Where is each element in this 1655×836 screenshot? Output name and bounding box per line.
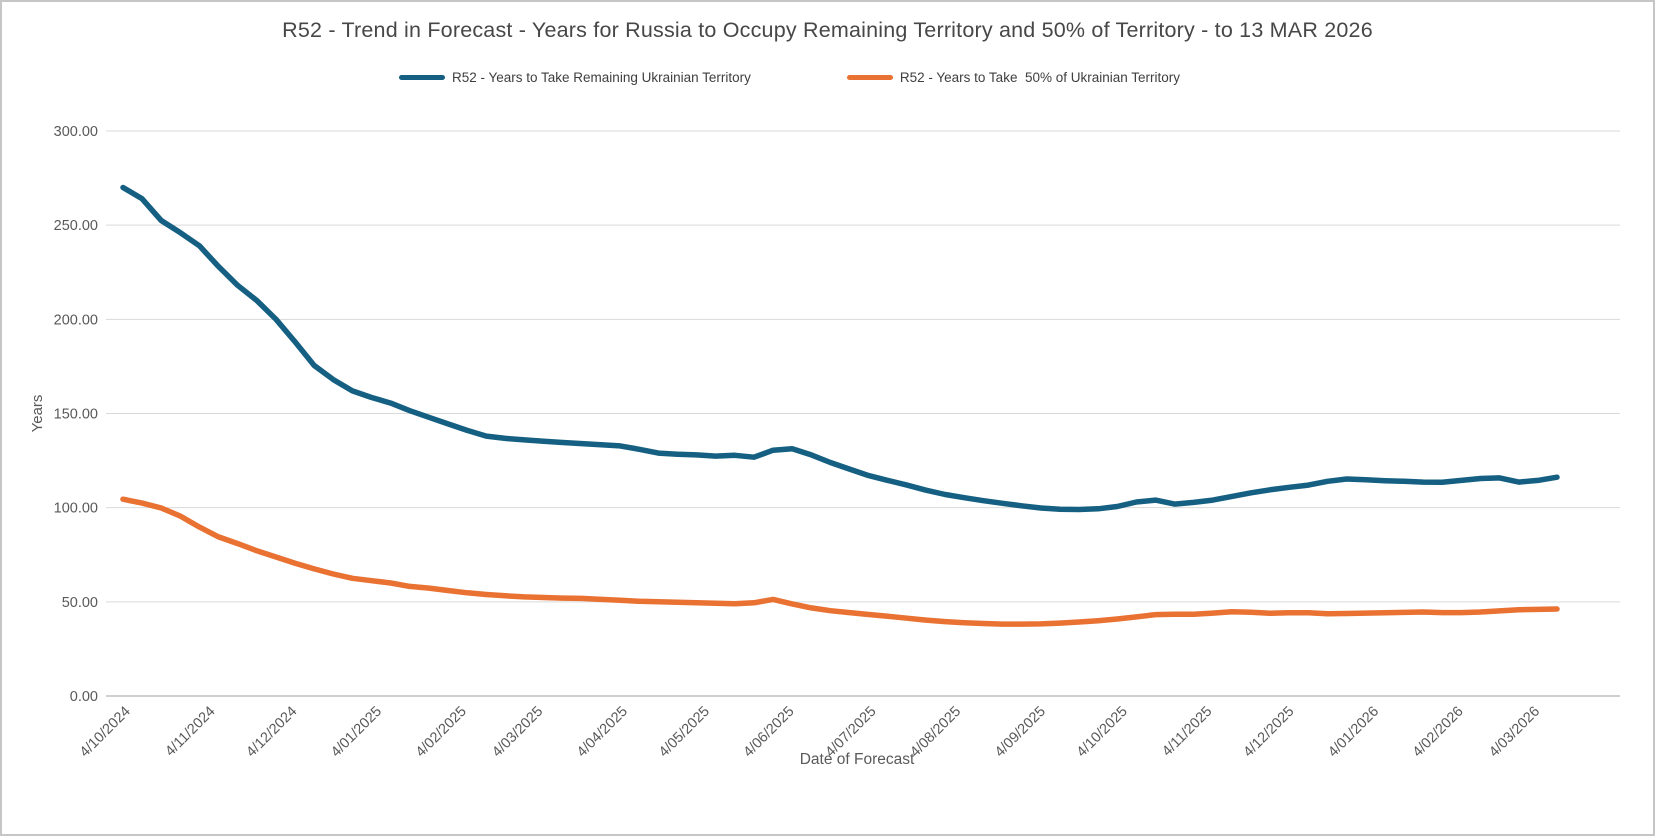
y-tick-label: 100.00 xyxy=(54,501,98,517)
y-tick-label: 200.00 xyxy=(54,312,98,328)
x-tick-label: 4/02/2026 xyxy=(1410,704,1467,761)
x-tick-label: 4/01/2025 xyxy=(328,704,385,761)
y-tick-label: 300.00 xyxy=(54,124,98,140)
gridlines xyxy=(106,130,1620,697)
legend-label: R52 - Years to Take 50% of Ukrainian Ter… xyxy=(899,70,1181,85)
legend-line-swatch-orange xyxy=(846,75,893,80)
x-tick-label: 4/11/2024 xyxy=(162,704,218,760)
x-tick-label: 4/01/2026 xyxy=(1325,704,1382,761)
y-axis-tick-labels: 0.00 50.00 100.00 150.00 200.00 250.00 300.00 xyxy=(54,124,98,705)
chart-title: R52 - Trend in Forecast - Years for Russ… xyxy=(282,18,1373,42)
legend-label: R52 - Years to Take Remaining Ukrainian … xyxy=(451,70,751,85)
x-tick-label: 4/04/2025 xyxy=(574,704,631,761)
y-axis-title: Years xyxy=(29,395,46,433)
series-line-50pct-territory xyxy=(120,496,1560,627)
legend-item-50pct-territory: R52 - Years to Take 50% of Ukrainian Ter… xyxy=(846,70,1181,85)
legend-line-swatch-blue xyxy=(398,75,445,80)
x-tick-label: 4/09/2025 xyxy=(992,704,1049,761)
legend-item-remaining-territory: R52 - Years to Take Remaining Ukrainian … xyxy=(398,70,751,85)
x-tick-label: 4/08/2025 xyxy=(907,704,964,761)
x-tick-label: 4/12/2024 xyxy=(243,704,300,761)
x-tick-label: 4/10/2024 xyxy=(77,704,134,761)
y-tick-label: 250.00 xyxy=(54,218,98,234)
x-tick-label: 4/11/2025 xyxy=(1159,704,1215,760)
y-tick-label: 50.00 xyxy=(62,595,98,611)
x-tick-label: 4/10/2025 xyxy=(1074,704,1131,761)
chart-legend: R52 - Years to Take Remaining Ukrainian … xyxy=(2,70,1615,85)
x-tick-label: 4/05/2025 xyxy=(656,704,713,761)
x-axis-title: Date of Forecast xyxy=(800,751,915,768)
x-tick-label: 4/02/2025 xyxy=(413,704,470,761)
x-tick-label: 4/03/2025 xyxy=(489,704,546,761)
x-tick-label: 4/06/2025 xyxy=(741,704,798,761)
y-tick-label: 0.00 xyxy=(70,689,98,705)
x-tick-label: 4/12/2025 xyxy=(1241,704,1298,761)
series-line-remaining-territory xyxy=(120,184,1560,513)
y-tick-label: 150.00 xyxy=(54,407,98,423)
x-tick-label: 4/03/2026 xyxy=(1486,704,1543,761)
